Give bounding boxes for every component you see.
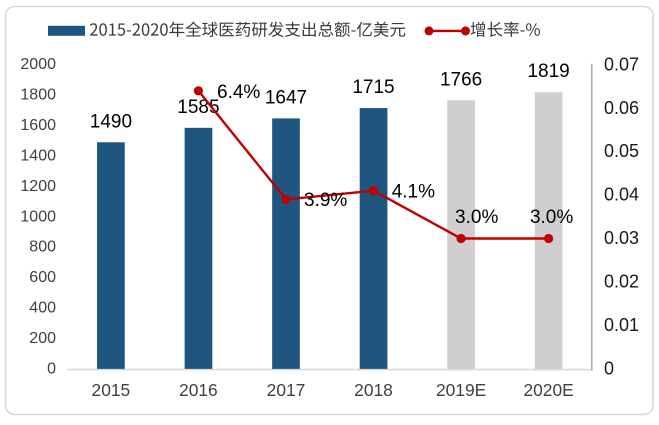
svg-text:0.05: 0.05	[604, 141, 639, 161]
svg-text:1819: 1819	[527, 61, 569, 82]
svg-text:2015: 2015	[92, 380, 131, 400]
svg-text:600: 600	[29, 269, 56, 286]
svg-text:2020E: 2020E	[523, 380, 573, 400]
svg-text:0.02: 0.02	[604, 272, 639, 292]
svg-text:2018: 2018	[354, 380, 393, 400]
svg-text:1800: 1800	[20, 87, 56, 104]
svg-text:1200: 1200	[20, 178, 56, 195]
svg-text:1490: 1490	[90, 111, 132, 132]
svg-text:0.06: 0.06	[604, 98, 639, 118]
svg-text:0.07: 0.07	[604, 54, 639, 74]
svg-text:2000: 2000	[20, 56, 56, 73]
svg-text:200: 200	[29, 330, 56, 347]
svg-text:1766: 1766	[440, 69, 482, 90]
svg-text:800: 800	[29, 239, 56, 256]
svg-text:4.1%: 4.1%	[392, 182, 435, 203]
svg-text:0.03: 0.03	[604, 228, 639, 248]
svg-text:3.0%: 3.0%	[455, 207, 498, 228]
svg-text:3.9%: 3.9%	[304, 190, 347, 211]
svg-text:0.01: 0.01	[604, 315, 639, 335]
svg-text:400: 400	[29, 300, 56, 317]
svg-text:1600: 1600	[20, 117, 56, 134]
svg-text:0: 0	[604, 359, 614, 379]
svg-text:1000: 1000	[20, 208, 56, 225]
svg-text:3.0%: 3.0%	[530, 207, 573, 228]
svg-text:6.4%: 6.4%	[217, 82, 260, 103]
svg-text:1715: 1715	[352, 77, 394, 98]
svg-text:2017: 2017	[267, 380, 306, 400]
svg-text:2019E: 2019E	[436, 380, 486, 400]
svg-text:1400: 1400	[20, 148, 56, 165]
svg-text:0.04: 0.04	[604, 185, 639, 205]
svg-text:0: 0	[47, 360, 56, 377]
svg-text:1647: 1647	[265, 87, 307, 108]
svg-text:2016: 2016	[179, 380, 218, 400]
